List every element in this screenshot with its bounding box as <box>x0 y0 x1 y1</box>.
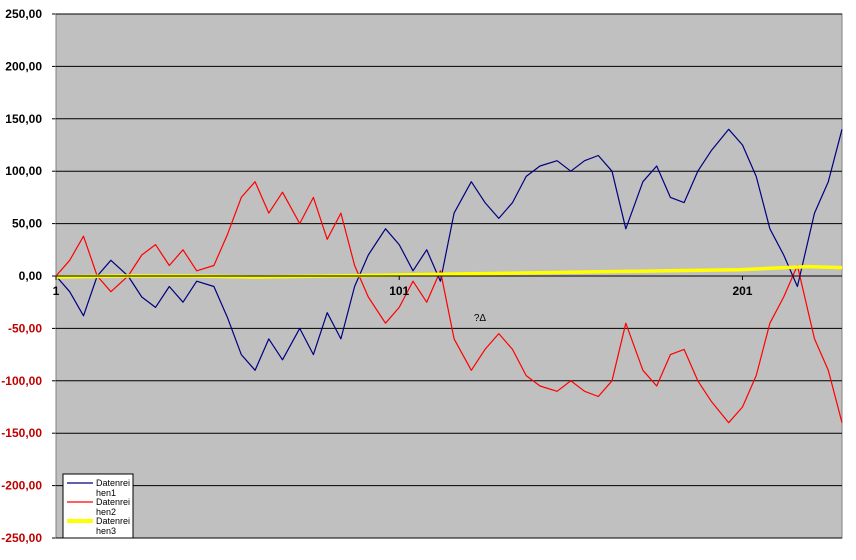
legend-box <box>62 473 134 539</box>
y-tick-label: 150,00 <box>5 112 42 126</box>
legend-label: Datenrei <box>96 497 130 507</box>
y-tick-label: 200,00 <box>5 59 42 73</box>
series-line-1 <box>55 128 843 371</box>
x-axis: 1 101 201 <box>53 275 842 298</box>
y-tick-label: -100,00 <box>1 374 42 388</box>
x-tick-label: 101 <box>389 284 409 298</box>
y-tick-label: -200,00 <box>1 479 42 493</box>
y-tick-label: -250,00 <box>1 531 42 545</box>
x-axis-title: ?Δ <box>474 313 487 324</box>
legend-label: hen2 <box>96 507 116 517</box>
legend-label: Datenrei <box>96 478 130 488</box>
y-tick-label: 0,00 <box>19 269 43 283</box>
legend-label: Datenrei <box>96 516 130 526</box>
legend-label: hen3 <box>96 526 116 536</box>
y-tick-label: 250,00 <box>5 7 42 21</box>
x-tick-label: 1 <box>53 284 60 298</box>
y-tick-label: -150,00 <box>1 426 42 440</box>
y-axis: 250,00 200,00 150,00 100,00 50,00 0,00 -50,00 -… <box>1 7 57 545</box>
legend-label: hen1 <box>96 488 116 498</box>
y-tick-label: 100,00 <box>5 164 42 178</box>
y-tick-label: 50,00 <box>12 217 42 231</box>
series-line-2 <box>55 181 843 424</box>
x-tick-label: 201 <box>732 284 752 298</box>
y-tick-label: -50,00 <box>8 321 42 335</box>
